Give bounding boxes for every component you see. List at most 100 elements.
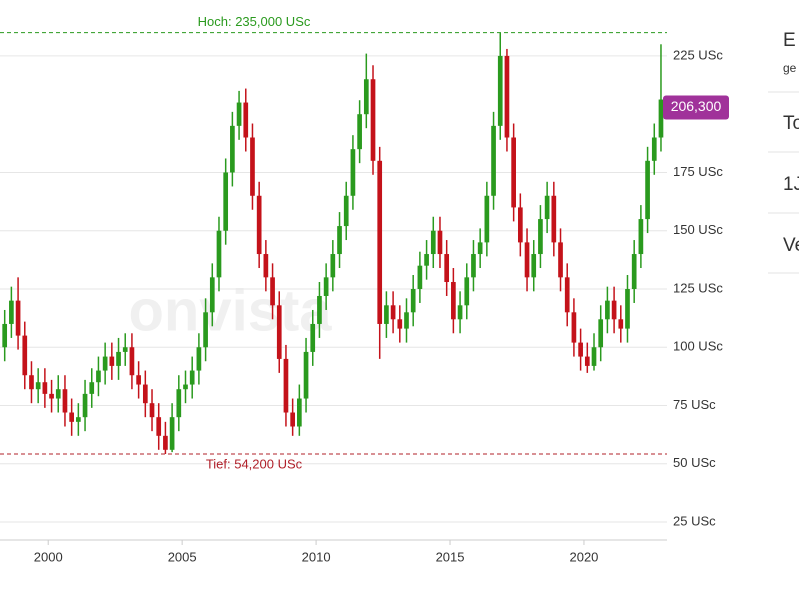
candle-body [424, 254, 429, 266]
x-tick-label: 2005 [168, 549, 197, 564]
candle-body [122, 347, 128, 352]
candle-body [176, 389, 182, 418]
candle-body [437, 230, 443, 255]
candle-body [96, 370, 101, 383]
candle-body [544, 195, 550, 220]
candle-body [310, 323, 316, 352]
candle-body [370, 79, 376, 161]
candle-body [62, 389, 68, 413]
watermark: onvista [128, 278, 332, 343]
candle-body [209, 277, 215, 313]
candle-body [477, 242, 483, 255]
candle-body [390, 305, 396, 320]
candle-body [611, 300, 617, 320]
candle-body [129, 347, 135, 376]
candle-body [35, 382, 41, 390]
candle-body [511, 137, 516, 208]
candle-body [136, 375, 141, 385]
candle-body [618, 319, 624, 329]
y-tick-label: 125 USc [673, 280, 723, 295]
candle-body [15, 300, 21, 336]
candle-body [29, 375, 34, 390]
candle-body [276, 305, 282, 359]
candle-body [243, 102, 249, 138]
candle-body [196, 347, 202, 371]
candle-body [22, 335, 28, 376]
candle-body [76, 417, 81, 422]
candle-body [42, 382, 48, 394]
candle-body [517, 207, 523, 243]
candle-body [558, 242, 563, 278]
candle-body [156, 417, 162, 436]
candle-body [109, 356, 115, 366]
y-tick-label: 100 USc [673, 339, 723, 354]
y-tick-label: 225 USc [673, 47, 723, 62]
candle-body [430, 230, 436, 255]
candle-body [317, 295, 322, 324]
price-badge [663, 95, 729, 120]
candle-body [564, 277, 570, 313]
candle-body [605, 300, 610, 320]
candle-body [270, 277, 275, 306]
candle-body [651, 137, 657, 161]
reference-label: Tief: 54,200 USc [206, 456, 303, 471]
candle-body [290, 412, 295, 427]
candle-body [82, 393, 88, 418]
candle-body [538, 219, 543, 255]
candle-body [203, 312, 208, 348]
candle-body [464, 277, 470, 306]
candle-body [2, 323, 8, 348]
candle-body [471, 254, 476, 278]
candle-body [551, 195, 557, 243]
candle-body [645, 160, 650, 220]
y-tick-label: 50 USc [673, 455, 716, 470]
x-tick-label: 2015 [436, 549, 465, 564]
candle-body [330, 254, 336, 278]
candle-body [323, 277, 329, 296]
candle-body [484, 195, 490, 243]
candle-body [223, 172, 229, 231]
candle-body [591, 347, 597, 366]
candle-body [9, 300, 14, 324]
candle-body [250, 137, 255, 196]
candle-body [169, 417, 175, 450]
sidebar-item[interactable]: E [783, 30, 796, 51]
candle-body [142, 384, 148, 404]
candle-body [491, 125, 496, 196]
candle-body [571, 312, 577, 343]
candle-body [631, 254, 637, 289]
candle-body [102, 356, 108, 371]
y-tick-label: 150 USc [673, 222, 723, 237]
sidebar-item[interactable]: To [783, 113, 799, 134]
x-tick-label: 2000 [34, 549, 63, 564]
candle-body [524, 242, 530, 278]
candle-body [55, 389, 61, 399]
candle-body [256, 195, 262, 255]
candle-body [303, 351, 309, 399]
candle-body [384, 305, 389, 324]
candle-body [89, 382, 95, 394]
candle-body [638, 219, 644, 255]
candle-body [230, 125, 235, 173]
candle-body [337, 226, 342, 255]
candle-body [504, 55, 510, 138]
candle-body [263, 254, 269, 278]
candle-body [417, 265, 423, 289]
y-tick-label: 25 USc [673, 513, 716, 528]
candle-body [49, 393, 54, 399]
sidebar-item[interactable]: 1J [783, 174, 799, 195]
candle-body [497, 55, 503, 126]
candle-body [183, 384, 188, 390]
candle-body [216, 230, 222, 278]
price-badge-label: 206,300 [671, 98, 722, 114]
candle-body [116, 351, 121, 366]
candle-body [404, 312, 409, 329]
y-tick-label: 175 USc [673, 164, 723, 179]
candle-body [297, 398, 302, 427]
sidebar-subtitle: ge [783, 61, 797, 75]
candle-body [451, 282, 456, 320]
sidebar-item[interactable]: Ve [783, 235, 799, 256]
reference-label: Hoch: 235,000 USc [198, 14, 311, 29]
